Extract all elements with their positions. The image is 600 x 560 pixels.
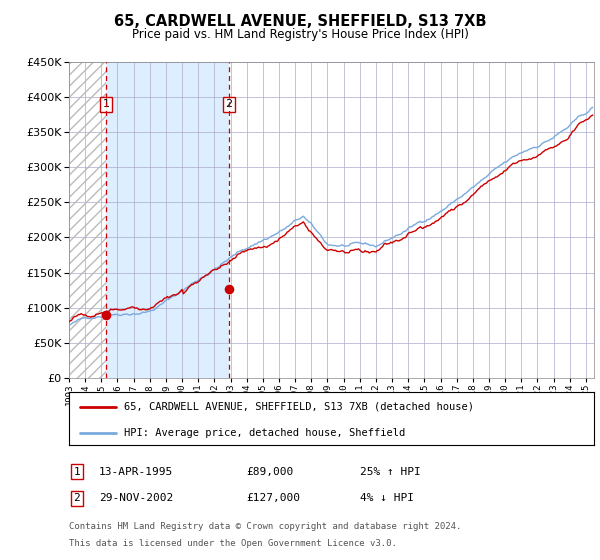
Bar [106,62,229,378]
Text: £89,000: £89,000 [246,466,293,477]
Point [101,311,111,320]
Text: Contains HM Land Registry data © Crown copyright and database right 2024.: Contains HM Land Registry data © Crown c… [69,522,461,531]
Text: 1: 1 [103,99,109,109]
Text: HPI: Average price, detached house, Sheffield: HPI: Average price, detached house, Shef… [124,428,406,438]
Text: 13-APR-1995: 13-APR-1995 [99,466,173,477]
Text: 2: 2 [73,493,80,503]
Text: 25% ↑ HPI: 25% ↑ HPI [360,466,421,477]
Point [224,284,234,293]
Text: 65, CARDWELL AVENUE, SHEFFIELD, S13 7XB: 65, CARDWELL AVENUE, SHEFFIELD, S13 7XB [114,14,486,29]
Text: 65, CARDWELL AVENUE, SHEFFIELD, S13 7XB (detached house): 65, CARDWELL AVENUE, SHEFFIELD, S13 7XB … [124,402,474,412]
Text: Price paid vs. HM Land Registry's House Price Index (HPI): Price paid vs. HM Land Registry's House … [131,28,469,41]
Text: 1: 1 [73,466,80,477]
Text: 2: 2 [226,99,233,109]
Text: This data is licensed under the Open Government Licence v3.0.: This data is licensed under the Open Gov… [69,539,397,548]
Text: 4% ↓ HPI: 4% ↓ HPI [360,493,414,503]
Text: 29-NOV-2002: 29-NOV-2002 [99,493,173,503]
Text: £127,000: £127,000 [246,493,300,503]
